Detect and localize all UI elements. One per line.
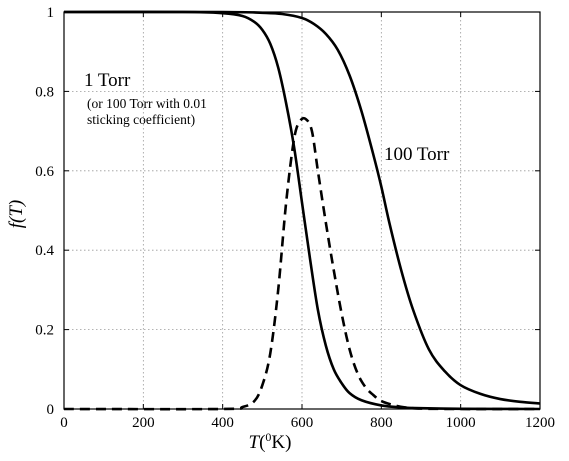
- x-axis-var: T: [249, 432, 261, 453]
- series-line-3-dashed: [63, 116, 541, 411]
- y-tick-label: 0.2: [35, 323, 54, 339]
- x-tick-label: 600: [291, 415, 314, 431]
- y-tick-label: 0.4: [35, 243, 54, 259]
- x-axis-unit: K): [271, 432, 291, 453]
- x-axis-sup: 0: [265, 430, 271, 444]
- y-axis-label: f(T): [6, 200, 27, 229]
- x-axis-open: (: [259, 432, 265, 453]
- annotation-1-torr-note-2: sticking coefficient): [87, 112, 195, 127]
- y-tick-label: 1: [47, 5, 55, 21]
- x-tick-label: 1200: [525, 415, 555, 431]
- grid: [64, 12, 540, 409]
- annotation-1-torr: 1 Torr: [84, 70, 131, 91]
- series-line-2-solid: [63, 10, 541, 405]
- series-group: [63, 10, 541, 411]
- x-tick-label: 800: [370, 415, 393, 431]
- x-tick-label: 1000: [446, 415, 476, 431]
- x-tick-label: 400: [211, 415, 234, 431]
- series-line-1-solid: [63, 10, 541, 411]
- y-tick-label: 0.8: [35, 84, 54, 100]
- x-tick-label: 0: [60, 415, 68, 431]
- x-tick-label: 200: [132, 415, 155, 431]
- y-tick-label: 0.6: [35, 164, 54, 180]
- annotation-100-torr: 100 Torr: [384, 144, 450, 165]
- annotation-1-torr-note-1: (or 100 Torr with 0.01: [87, 96, 207, 111]
- tick-labels: 0 200 400 600 800 1000 1200 0 0.2 0.4 0.6 0.8 1: [35, 5, 555, 431]
- y-tick-label: 0: [47, 402, 55, 418]
- x-axis-label: T(0K): [249, 430, 292, 453]
